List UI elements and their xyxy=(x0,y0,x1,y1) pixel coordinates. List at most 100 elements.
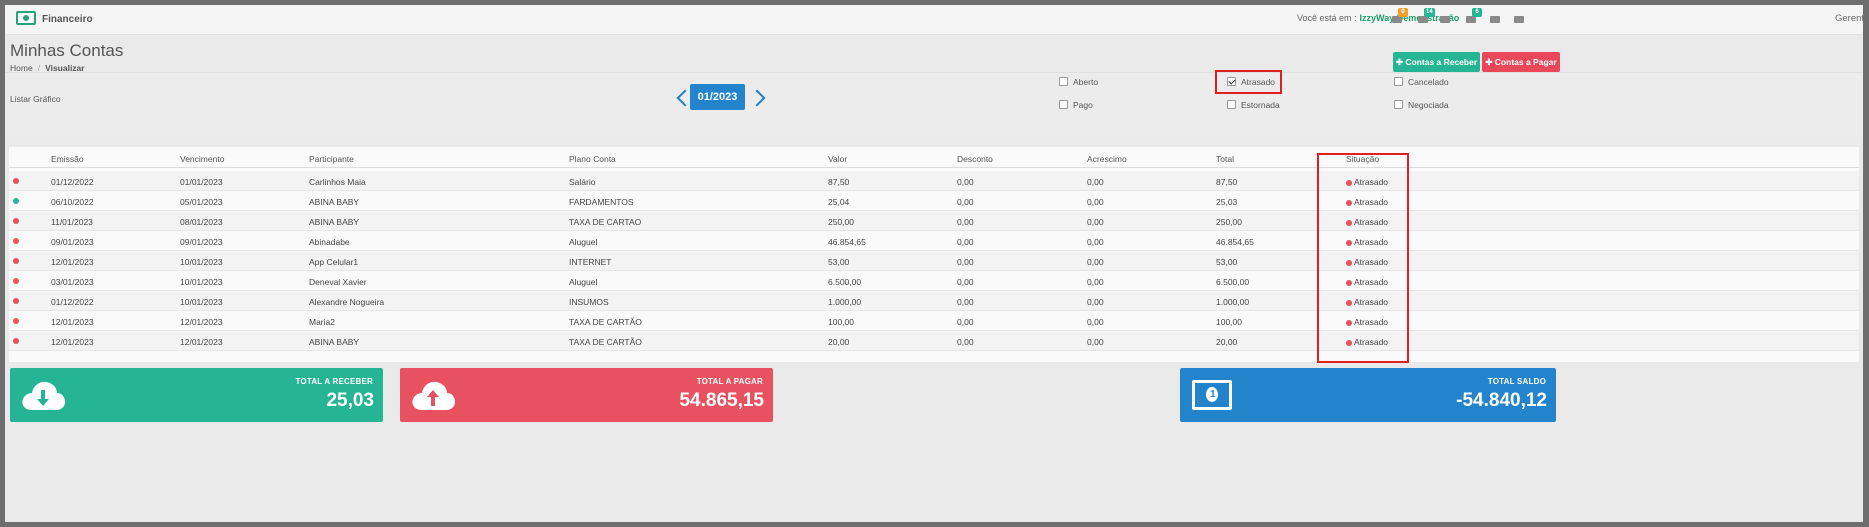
contas-pagar-button[interactable]: ✚ Contas a Pagar xyxy=(1482,52,1560,72)
company-link[interactable]: IzzyWay Demonstração xyxy=(1359,13,1460,23)
cell-participante: ABINA BABY xyxy=(309,197,360,207)
checkbox-label: Aberto xyxy=(1073,77,1099,87)
cell-plano: INSUMOS xyxy=(569,297,609,307)
total-saldo-label: TOTAL SALDO xyxy=(1487,377,1546,386)
situacao-dot xyxy=(1346,300,1352,306)
cell-situacao: Atrasado xyxy=(1346,317,1388,327)
cell-vencimento: 05/01/2023 xyxy=(180,197,223,207)
table-row[interactable]: 06/10/2022 05/01/2023 ABINA BABY FARDAMENTO… xyxy=(9,191,1859,211)
listar-grafico-link[interactable]: Listar Gráfico xyxy=(10,94,61,104)
cell-plano: INTERNET xyxy=(569,257,612,267)
cell-emissao: 12/01/2023 xyxy=(51,337,94,347)
total-pagar-value: 54.865,15 xyxy=(679,390,764,411)
cell-valor: 20,00 xyxy=(828,337,850,347)
table-row[interactable]: 12/01/2023 12/01/2023 ABINA BABY TAXA DE CA… xyxy=(9,331,1859,351)
contas-receber-button[interactable]: ✚ Contas a Receber xyxy=(1393,52,1480,72)
cell-acrescimo: 0,00 xyxy=(1087,257,1104,267)
cell-vencimento: 12/01/2023 xyxy=(180,317,223,327)
cell-acrescimo: 0,00 xyxy=(1087,177,1104,187)
location-prefix: Você está em : xyxy=(1297,13,1357,23)
inbox-icon-shape xyxy=(1418,16,1428,23)
inbox-icon[interactable]: 14 xyxy=(1417,8,1435,24)
checkbox-box[interactable] xyxy=(1059,100,1068,109)
checkbox-box[interactable] xyxy=(1227,100,1236,109)
table-row[interactable]: 09/01/2023 09/01/2023 Abinadabe Aluguel 46.8… xyxy=(9,231,1859,251)
cell-desconto: 0,00 xyxy=(957,217,974,227)
cell-desconto: 0,00 xyxy=(957,177,974,187)
cell-vencimento: 01/01/2023 xyxy=(180,177,223,187)
situacao-dot xyxy=(1346,220,1352,226)
breadcrumb-home[interactable]: Home xyxy=(10,63,33,73)
cell-plano: FARDAMENTOS xyxy=(569,197,634,207)
app-frame: Financeiro Você está em : IzzyWay Demonst… xyxy=(5,5,1863,522)
column-header: Vencimento xyxy=(180,154,225,164)
checkbox-box[interactable] xyxy=(1394,77,1403,86)
user-menu[interactable]: Gerente xyxy=(1835,13,1863,24)
cloud-upload-icon xyxy=(412,381,455,410)
breadcrumb-current: Visualizar xyxy=(45,63,85,73)
previous-period-icon[interactable] xyxy=(675,88,687,108)
cell-situacao: Atrasado xyxy=(1346,197,1388,207)
next-period-icon[interactable] xyxy=(753,88,765,108)
table-row[interactable]: 12/01/2023 10/01/2023 App Celular1 INTERNET… xyxy=(9,251,1859,271)
cell-valor: 6.500,00 xyxy=(828,277,862,287)
bell-icon[interactable]: 6 xyxy=(1465,8,1482,24)
cell-plano: Aluguel xyxy=(569,237,598,247)
table-row[interactable]: 01/12/2022 01/01/2023 Carlinhos Maia Salári… xyxy=(9,171,1859,191)
help-icon[interactable] xyxy=(1513,13,1525,24)
situacao-label: Atrasado xyxy=(1354,277,1389,287)
status-dot xyxy=(13,198,19,204)
checkbox-label: Atrasado xyxy=(1241,77,1276,87)
cell-vencimento: 08/01/2023 xyxy=(180,217,223,227)
total-saldo-card: 1 TOTAL SALDO -54.840,12 xyxy=(1180,368,1556,422)
table-row[interactable]: 03/01/2023 10/01/2023 Deneval Xavier Alugue… xyxy=(9,271,1859,291)
table-row[interactable]: 12/01/2023 12/01/2023 Maria2 TAXA DE CARTÃO… xyxy=(9,311,1859,331)
cell-emissao: 12/01/2023 xyxy=(51,317,94,327)
cell-acrescimo: 0,00 xyxy=(1087,277,1104,287)
cell-participante: Carlinhos Maia xyxy=(309,177,366,187)
cell-total: 100,00 xyxy=(1216,317,1242,327)
cell-valor: 1.000,00 xyxy=(828,297,862,307)
cloud-download-icon xyxy=(22,381,65,410)
calendar-icon-shape xyxy=(1490,16,1500,23)
table-row[interactable]: 11/01/2023 08/01/2023 ABINA BABY TAXA DE CA… xyxy=(9,211,1859,231)
cell-situacao: Atrasado xyxy=(1346,337,1388,347)
cell-participante: Abinadabe xyxy=(309,237,350,247)
top-bar: Financeiro Você está em : IzzyWay Demonst… xyxy=(5,5,1863,35)
table-row[interactable]: 01/12/2022 10/01/2023 Alexandre Nogueira IN… xyxy=(9,291,1859,311)
cell-acrescimo: 0,00 xyxy=(1087,297,1104,307)
cell-plano: TAXA DE CARTAO xyxy=(569,217,642,227)
cell-total: 87,50 xyxy=(1216,177,1238,187)
cell-situacao: Atrasado xyxy=(1346,177,1388,187)
total-pagar-label: TOTAL A PAGAR xyxy=(696,377,763,386)
cell-total: 46.854,65 xyxy=(1216,237,1254,247)
cell-acrescimo: 0,00 xyxy=(1087,237,1104,247)
money-icon xyxy=(16,11,36,25)
notification-badge: 0 xyxy=(1398,8,1408,17)
column-header: Valor xyxy=(828,154,848,164)
situacao-label: Atrasado xyxy=(1354,237,1389,247)
breadcrumb-separator: / xyxy=(37,63,41,73)
cell-situacao: Atrasado xyxy=(1346,297,1388,307)
situacao-dot xyxy=(1346,340,1352,346)
column-header: Total xyxy=(1216,154,1234,164)
situacao-label: Atrasado xyxy=(1354,337,1389,347)
period-selector[interactable]: 01/2023 xyxy=(690,84,745,110)
cell-emissao: 11/01/2023 xyxy=(51,217,93,227)
money-bill-icon: 1 xyxy=(1192,380,1232,410)
cell-plano: Aluguel xyxy=(569,277,598,287)
checkbox-box[interactable] xyxy=(1059,77,1068,86)
card-icon[interactable] xyxy=(1439,13,1451,24)
cell-acrescimo: 0,00 xyxy=(1087,337,1104,347)
cell-emissao: 09/01/2023 xyxy=(51,237,94,247)
column-header: Plano Conta xyxy=(569,154,616,164)
cell-participante: ABINA BABY xyxy=(309,337,360,347)
total-receber-label: TOTAL A RECEBER xyxy=(295,377,373,386)
checkbox-box[interactable] xyxy=(1394,100,1403,109)
org-chart-icon[interactable]: 0 xyxy=(1391,8,1408,24)
calendar-icon[interactable] xyxy=(1489,13,1501,24)
cell-total: 53,00 xyxy=(1216,257,1238,267)
column-header: Situação xyxy=(1346,154,1380,164)
checkbox-box[interactable] xyxy=(1227,77,1236,86)
cell-situacao: Atrasado xyxy=(1346,257,1388,267)
